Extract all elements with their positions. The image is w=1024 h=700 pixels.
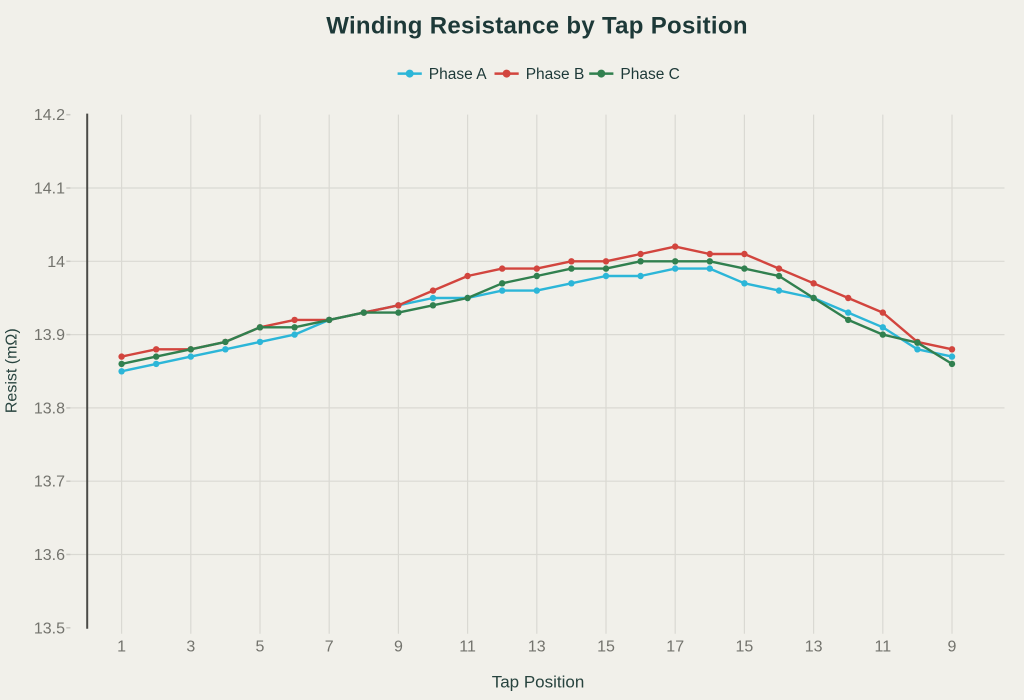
svg-text:13: 13 <box>528 639 546 656</box>
svg-text:15: 15 <box>736 639 754 656</box>
svg-text:13.7: 13.7 <box>34 474 65 491</box>
svg-text:7: 7 <box>325 639 334 656</box>
svg-text:Phase C: Phase C <box>620 66 679 83</box>
svg-text:5: 5 <box>256 639 265 656</box>
svg-text:13.6: 13.6 <box>34 547 65 564</box>
svg-text:17: 17 <box>666 639 684 656</box>
svg-text:14: 14 <box>47 254 65 271</box>
svg-text:14.2: 14.2 <box>34 107 65 124</box>
svg-text:Phase B: Phase B <box>526 66 585 83</box>
svg-text:13: 13 <box>805 639 823 656</box>
svg-text:Resist (mΩ): Resist (mΩ) <box>4 328 21 413</box>
svg-text:1: 1 <box>117 639 126 656</box>
svg-text:13.8: 13.8 <box>34 400 65 417</box>
svg-text:11: 11 <box>459 639 476 656</box>
svg-text:13.5: 13.5 <box>34 620 65 637</box>
svg-text:Winding Resistance by Tap Posi: Winding Resistance by Tap Position <box>326 13 748 40</box>
svg-text:11: 11 <box>874 639 891 656</box>
svg-text:3: 3 <box>186 639 195 656</box>
svg-text:14.1: 14.1 <box>34 181 65 198</box>
svg-text:9: 9 <box>948 639 957 656</box>
svg-text:13.9: 13.9 <box>34 327 65 344</box>
svg-text:15: 15 <box>597 639 615 656</box>
svg-text:9: 9 <box>394 639 403 656</box>
svg-text:Tap Position: Tap Position <box>492 673 585 692</box>
svg-text:Phase A: Phase A <box>429 66 487 83</box>
